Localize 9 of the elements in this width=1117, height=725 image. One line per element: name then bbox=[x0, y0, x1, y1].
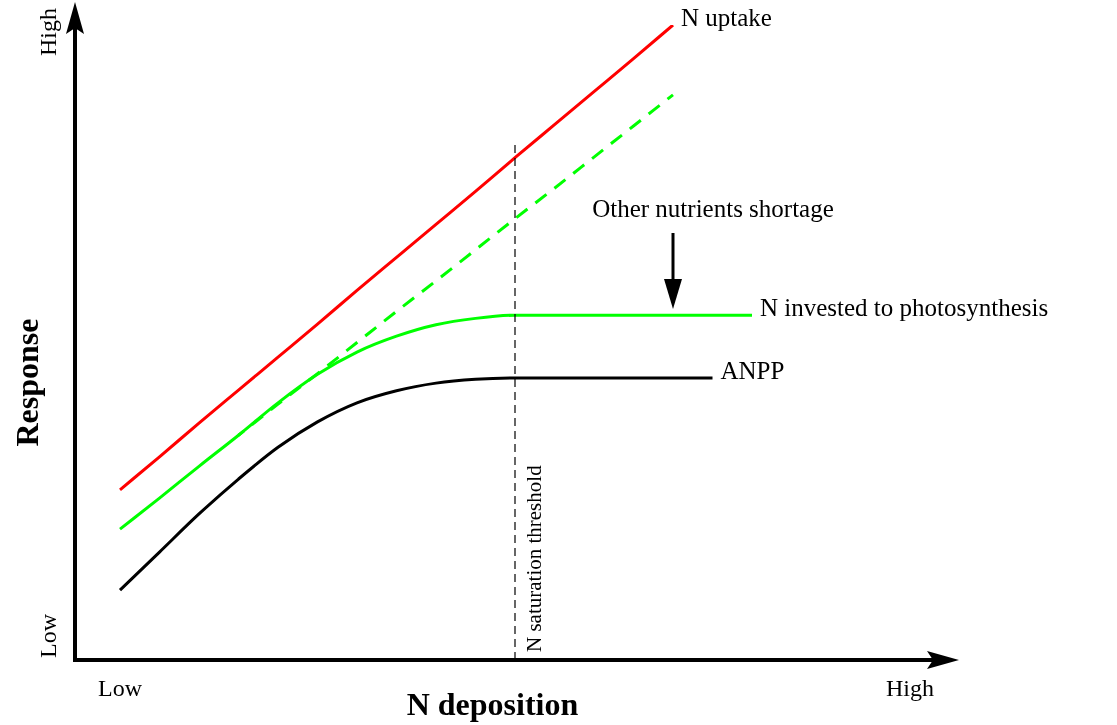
text: Low bbox=[35, 613, 62, 658]
y-axis-title: Response bbox=[9, 318, 46, 447]
annotation: N saturation threshold bbox=[521, 464, 546, 652]
series-label: N uptake bbox=[681, 3, 772, 31]
series-label: N invested to photosynthesis bbox=[760, 293, 1049, 321]
text: High bbox=[35, 8, 62, 56]
annotation: Other nutrients shortage bbox=[592, 195, 834, 223]
series-label: ANPP bbox=[720, 356, 785, 384]
x-axis-title: N deposition bbox=[406, 686, 579, 723]
